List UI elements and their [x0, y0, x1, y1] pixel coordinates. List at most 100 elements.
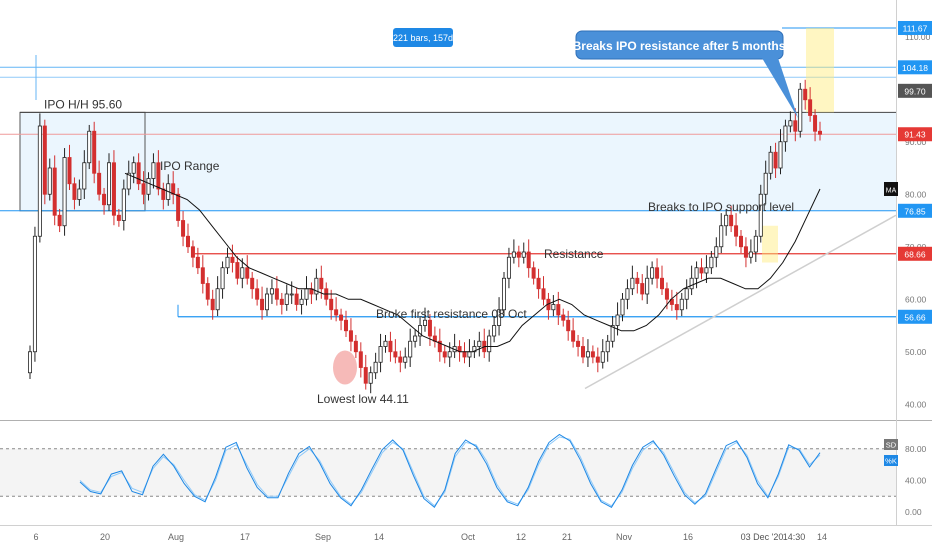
price-label-box — [898, 203, 932, 218]
candle-body — [250, 277, 255, 290]
candle-body — [664, 288, 669, 300]
candle-body — [541, 288, 546, 300]
time-axis-label: 14:30 — [783, 532, 806, 542]
candle-body — [645, 277, 650, 295]
candle-body — [388, 340, 393, 353]
candle-body — [264, 293, 269, 311]
candle-body — [353, 340, 358, 353]
price-label-text: 68.66 — [904, 249, 926, 259]
candle-body — [422, 319, 427, 326]
candle-body — [793, 120, 798, 132]
candle-body — [709, 256, 714, 269]
candle-body — [753, 235, 758, 253]
time-axis-label: 14 — [817, 532, 827, 542]
price-axis-tick-label: 60.00 — [905, 294, 927, 304]
candle-body — [225, 256, 230, 269]
candle-body — [205, 283, 210, 300]
candle-body — [571, 330, 576, 342]
candle-body — [492, 325, 497, 337]
candle-body — [566, 319, 571, 332]
time-axis-label: 12 — [516, 532, 526, 542]
candle-body — [743, 246, 748, 258]
candle-body — [684, 288, 689, 300]
candle-body — [694, 267, 699, 279]
candle-body — [279, 298, 284, 305]
candle-body — [136, 162, 141, 185]
candle-body — [230, 256, 235, 263]
candle-body — [689, 277, 694, 290]
candle-body — [245, 267, 250, 279]
candle-body — [255, 288, 260, 300]
candle-body — [260, 298, 265, 311]
moving-average-line — [124, 172, 821, 353]
candle-body — [531, 267, 536, 279]
candle-body — [220, 267, 225, 290]
bars-info-badge — [393, 28, 453, 47]
candle-body — [161, 188, 166, 200]
candle-body — [47, 167, 52, 195]
candle-body — [32, 235, 37, 353]
candle-body — [477, 340, 482, 347]
price-label-text: 56.66 — [904, 312, 926, 322]
candle-body — [447, 351, 452, 358]
candle-body — [97, 172, 102, 195]
candle-body — [640, 283, 645, 295]
legend-k-box — [884, 455, 898, 466]
price-label-box — [898, 246, 932, 261]
annotation-broke-first: Broke first resistance 08 Oct — [376, 307, 527, 321]
price-axis-tick-label: 80.00 — [905, 189, 927, 199]
oscillator-tick-label: 80.00 — [905, 444, 927, 454]
candle-body — [427, 319, 432, 337]
candle-body — [185, 235, 190, 248]
price-label-text: 104.18 — [902, 63, 928, 73]
candle-body — [131, 162, 136, 174]
price-label-box — [898, 83, 932, 98]
candle-body — [107, 162, 112, 206]
candle-body — [62, 157, 67, 227]
annotation-resistance: Resistance — [544, 247, 604, 261]
candle-body — [348, 330, 353, 342]
candle-body — [748, 251, 753, 258]
candle-body — [467, 351, 472, 358]
candle-body — [788, 120, 793, 127]
candle-body — [121, 188, 126, 221]
candle-body — [650, 267, 655, 279]
time-axis-label: 21 — [562, 532, 572, 542]
annotation-ipo-range: IPO Range — [160, 159, 220, 173]
ipo-range-box — [20, 112, 896, 211]
candle-body — [763, 172, 768, 195]
time-axis-label: Nov — [616, 532, 633, 542]
breakout-highlight — [806, 27, 834, 113]
annotation-breaks-support: Breaks to IPO support level — [648, 200, 794, 214]
candle-body — [506, 256, 511, 279]
candle-body — [783, 125, 788, 143]
candle-body — [294, 293, 299, 305]
time-axis-label: Sep — [315, 532, 331, 542]
price-label-box — [898, 309, 932, 324]
annotation-ipo-hh: IPO H/H 95.60 — [44, 97, 122, 111]
time-axis-label: 14 — [374, 532, 384, 542]
legend-sd-text: SD — [886, 441, 897, 450]
oscillator-series-line — [79, 436, 821, 507]
callout-text: Breaks IPO resistance after 5 months — [573, 39, 786, 53]
candle-body — [343, 319, 348, 332]
candle-body — [808, 99, 813, 116]
candle-body — [413, 335, 418, 342]
candle-body — [393, 351, 398, 358]
candle-body — [526, 251, 531, 269]
candle-body — [210, 298, 215, 311]
candle-body — [339, 314, 344, 321]
candle-body — [52, 167, 57, 216]
candle-body — [37, 125, 42, 237]
callout-pointer — [762, 58, 798, 118]
candle-body — [383, 340, 388, 347]
candle-body — [87, 130, 92, 164]
candle-body — [171, 183, 176, 195]
oscillator-series-line — [79, 433, 821, 509]
candle-body — [610, 325, 615, 342]
candle-body — [674, 304, 679, 311]
candle-body — [358, 351, 363, 368]
candle-body — [190, 246, 195, 258]
candle-body — [516, 251, 521, 258]
candle-body — [778, 141, 783, 169]
